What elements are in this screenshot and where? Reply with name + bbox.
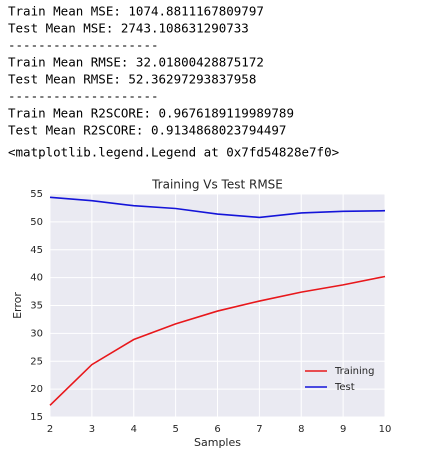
x-tick-label: 6 — [214, 424, 220, 435]
x-tick-label: 2 — [47, 424, 53, 435]
legend-label: Test — [334, 382, 355, 393]
y-tick-label: 50 — [30, 217, 43, 228]
output-line: Test Mean MSE: 2743.108631290733 — [8, 21, 249, 36]
x-tick-label: 9 — [340, 424, 346, 435]
output-line: Train Mean RMSE: 32.01800428875172 — [8, 55, 264, 70]
y-tick-label: 20 — [30, 384, 43, 395]
x-tick-label: 10 — [379, 424, 392, 435]
y-tick-label: 40 — [30, 273, 43, 284]
x-tick-label: 5 — [172, 424, 178, 435]
output-line: Train Mean R2SCORE: 0.9676189119989789 — [8, 106, 294, 121]
x-tick-label: 4 — [131, 424, 137, 435]
output-line: Test Mean RMSE: 52.36297293837958 — [8, 72, 256, 87]
y-tick-label: 25 — [30, 356, 43, 367]
line — [49, 275, 386, 406]
x-tick-label: 3 — [89, 424, 95, 435]
y-tick-label: 45 — [30, 245, 43, 256]
x-tick-label: 8 — [298, 424, 304, 435]
chart-title: Training Vs Test RMSE — [151, 178, 283, 192]
x-tick-label: 7 — [256, 424, 262, 435]
output-line: <matplotlib.legend.Legend at 0x7fd54828e… — [8, 145, 339, 160]
output-line: Train Mean MSE: 1074.8811167809797 — [8, 4, 264, 19]
y-axis-label: Error — [11, 292, 24, 319]
y-tick-label: 15 — [30, 412, 43, 423]
output-line: -------------------- — [8, 38, 159, 53]
output-line: -------------------- — [8, 89, 159, 104]
y-tick-label: 55 — [30, 189, 43, 200]
y-tick-label: 35 — [30, 301, 43, 312]
x-axis-label: Samples — [194, 436, 241, 449]
output-line: Test Mean R2SCORE: 0.9134868023794497 — [8, 123, 286, 138]
line — [49, 196, 386, 219]
legend-label: Training — [334, 366, 374, 377]
y-tick-label: 30 — [30, 328, 43, 339]
